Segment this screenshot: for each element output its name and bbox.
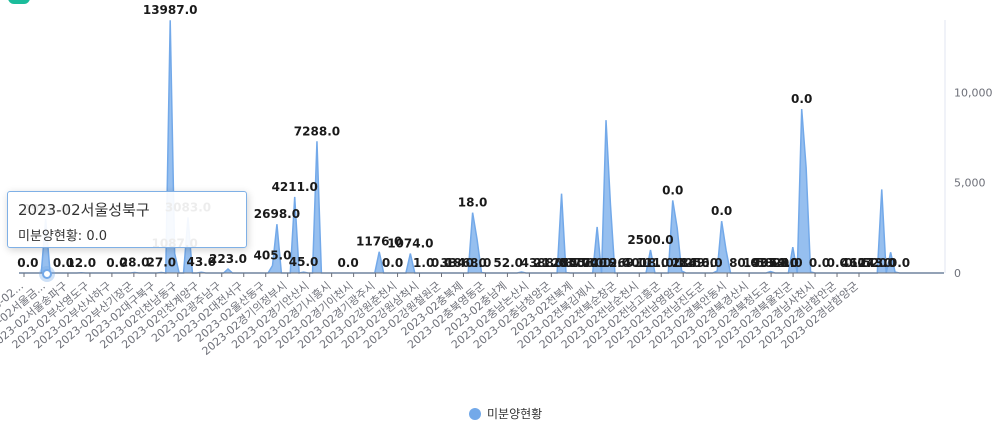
data-label: 0.0 xyxy=(711,204,732,218)
data-label: 2698.0 xyxy=(254,207,300,221)
corner-badge xyxy=(8,0,30,4)
data-label: 223.0 xyxy=(209,252,247,266)
data-label: 2500.0 xyxy=(627,233,673,247)
data-label: 0.0 xyxy=(431,256,452,270)
data-label: 405.0 xyxy=(254,249,292,263)
data-label: 1.0 xyxy=(413,256,434,270)
data-label: 0.0 xyxy=(809,256,830,270)
legend-marker xyxy=(469,407,481,420)
data-label: 0.0 xyxy=(106,256,127,270)
y-tick-label: 5,000 xyxy=(954,177,986,190)
x-axis: 2023-02...2023-02서울금...2023-02서울송파구2023-… xyxy=(0,272,944,358)
data-label: 18.0 xyxy=(458,196,488,210)
data-label: 13987.0 xyxy=(143,3,198,17)
data-label: 0.0 xyxy=(53,256,74,270)
data-label: 3774.0 xyxy=(565,256,611,270)
data-label: 0.0 xyxy=(827,256,848,270)
data-label: 5821.0 xyxy=(756,256,802,270)
data-label: 27.0 xyxy=(147,256,177,270)
data-label: 1143.0 xyxy=(850,256,896,270)
y-tick-label: 0 xyxy=(954,267,961,280)
data-label: 0.0 xyxy=(337,256,358,270)
data-label: 43.0 xyxy=(187,255,217,269)
data-label: 3340.0 xyxy=(441,256,487,270)
data-label: 21.0 xyxy=(533,256,563,270)
y-axis: 0 5,000 10,000 xyxy=(944,20,993,280)
data-label: 4388.0 xyxy=(521,256,567,270)
data-label: 4018.0 xyxy=(623,256,669,270)
data-label: 111.0 xyxy=(636,256,674,270)
data-label: 8456.0 xyxy=(561,256,607,270)
data-label: 0.0 xyxy=(17,256,38,270)
data-label: 2550.0 xyxy=(552,256,598,270)
data-label: 4627.0 xyxy=(841,256,887,270)
data-label: 114.0 xyxy=(672,256,710,270)
data-label: 0.0 xyxy=(844,256,865,270)
data-label: 7288.0 xyxy=(294,124,340,138)
tooltip: 2023-02서울성북구 미분양현황: 0.0 xyxy=(7,191,247,248)
data-labels: 0.02993.00.012.00.028.027.013987.01087.0… xyxy=(17,3,910,270)
data-label: 0.0 xyxy=(582,256,603,270)
data-label: 80.0 xyxy=(729,256,759,270)
data-label: 0.0 xyxy=(382,256,403,270)
tooltip-title: 2023-02서울성북구 xyxy=(18,201,150,219)
data-label: 59.0 xyxy=(769,256,799,270)
data-label: 0.0 xyxy=(569,256,590,270)
data-label: 45.0 xyxy=(289,255,319,269)
data-label: 1269.0 xyxy=(601,256,647,270)
data-label: 9.0 xyxy=(609,256,630,270)
hover-point xyxy=(42,269,52,279)
hover-marker xyxy=(39,266,55,282)
tooltip-row: 미분양현황: 0.0 xyxy=(18,225,236,244)
data-label: 1256.0 xyxy=(676,256,722,270)
data-label: 28.0 xyxy=(120,255,150,269)
data-label: 1074.0 xyxy=(387,237,433,251)
legend[interactable]: 미분양현황 xyxy=(469,405,542,422)
data-label: 1176.0 xyxy=(356,235,402,249)
data-label: 1433.0 xyxy=(743,256,789,270)
data-label: 12.0 xyxy=(66,256,96,270)
data-label: 9074.0 xyxy=(752,256,798,270)
tooltip-series-label: 미분양현황: xyxy=(18,229,83,244)
data-label: 0.0 xyxy=(889,256,910,270)
legend-label: 미분양현황 xyxy=(487,407,543,421)
tooltip-value: 0.0 xyxy=(86,229,108,244)
data-label: 0.0 xyxy=(791,92,812,106)
y-tick-label: 10,000 xyxy=(954,86,993,99)
data-label: 0.0 xyxy=(662,183,683,197)
data-label: 1868.0 xyxy=(445,256,491,270)
data-label: 52.0 xyxy=(493,256,523,270)
data-label: 4211.0 xyxy=(272,180,318,194)
data-label: 2869.0 xyxy=(672,256,718,270)
data-label: 52.0 xyxy=(862,256,892,270)
